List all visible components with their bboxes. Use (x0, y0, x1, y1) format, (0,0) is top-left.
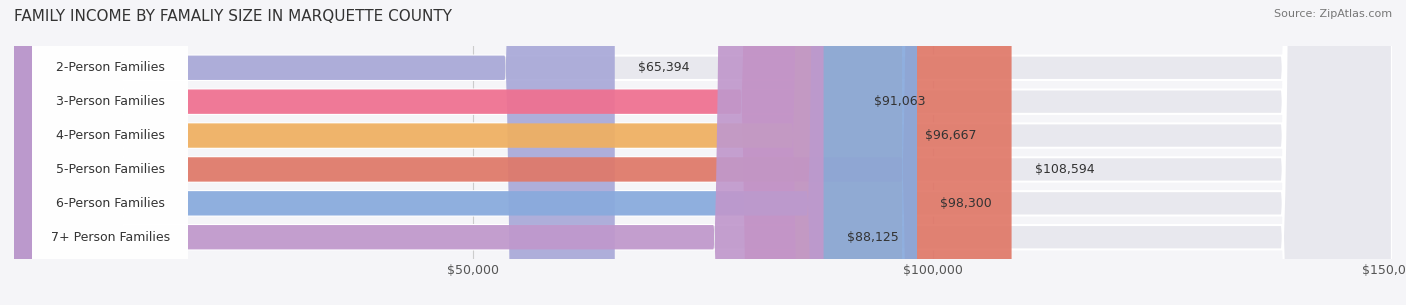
FancyBboxPatch shape (32, 0, 188, 305)
FancyBboxPatch shape (14, 0, 824, 305)
FancyBboxPatch shape (14, 0, 614, 305)
Text: $65,394: $65,394 (638, 61, 689, 74)
FancyBboxPatch shape (14, 0, 1392, 305)
Text: $96,667: $96,667 (925, 129, 977, 142)
Text: $108,594: $108,594 (1035, 163, 1094, 176)
FancyBboxPatch shape (32, 0, 188, 305)
FancyBboxPatch shape (14, 0, 1392, 305)
FancyBboxPatch shape (32, 0, 188, 305)
FancyBboxPatch shape (14, 0, 1392, 305)
FancyBboxPatch shape (32, 0, 188, 305)
Text: $91,063: $91,063 (873, 95, 925, 108)
FancyBboxPatch shape (14, 0, 1011, 305)
Text: 6-Person Families: 6-Person Families (56, 197, 165, 210)
Text: 7+ Person Families: 7+ Person Families (51, 231, 170, 244)
FancyBboxPatch shape (14, 0, 1392, 305)
Text: 3-Person Families: 3-Person Families (56, 95, 165, 108)
FancyBboxPatch shape (32, 0, 188, 305)
Text: $88,125: $88,125 (846, 231, 898, 244)
Text: $98,300: $98,300 (941, 197, 991, 210)
FancyBboxPatch shape (14, 0, 1392, 305)
FancyBboxPatch shape (14, 0, 1392, 305)
FancyBboxPatch shape (14, 0, 917, 305)
Text: 2-Person Families: 2-Person Families (56, 61, 165, 74)
FancyBboxPatch shape (14, 0, 903, 305)
Text: Source: ZipAtlas.com: Source: ZipAtlas.com (1274, 9, 1392, 19)
Text: 5-Person Families: 5-Person Families (56, 163, 165, 176)
FancyBboxPatch shape (14, 0, 851, 305)
FancyBboxPatch shape (32, 0, 188, 305)
Text: FAMILY INCOME BY FAMALIY SIZE IN MARQUETTE COUNTY: FAMILY INCOME BY FAMALIY SIZE IN MARQUET… (14, 9, 453, 24)
Text: 4-Person Families: 4-Person Families (56, 129, 165, 142)
